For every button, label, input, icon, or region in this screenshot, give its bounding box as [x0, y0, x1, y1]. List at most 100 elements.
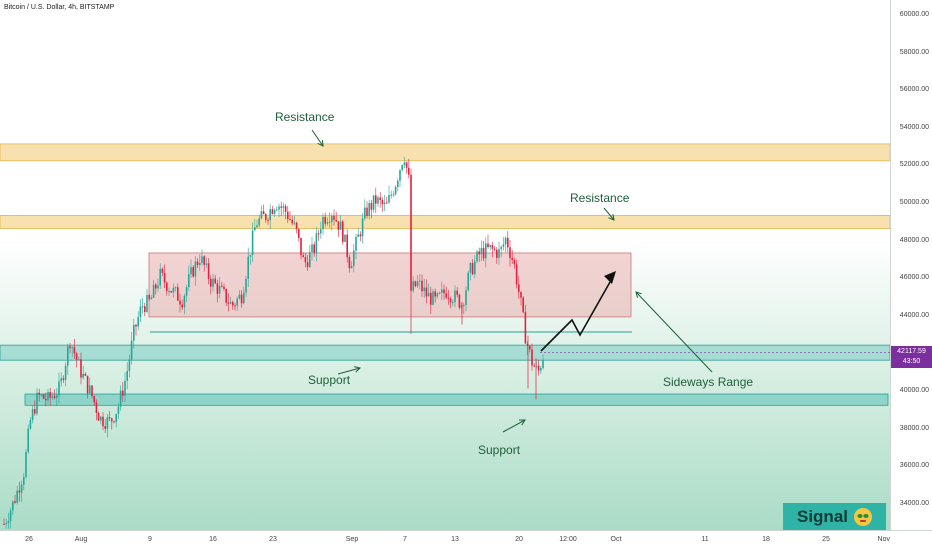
candle-body [427, 292, 430, 297]
candle-body [315, 233, 318, 254]
candle [284, 203, 287, 220]
candle-body [179, 300, 181, 305]
candle-body [478, 251, 480, 255]
candle [7, 512, 10, 529]
price-tick-label: 46000.00 [899, 274, 929, 282]
candle [25, 449, 27, 479]
candle [452, 299, 454, 307]
candle-body [135, 324, 137, 327]
candle [135, 324, 137, 336]
candle-body [14, 501, 16, 503]
candle [106, 414, 109, 438]
price-chart[interactable] [0, 0, 890, 530]
candle [537, 359, 540, 376]
candle [436, 292, 439, 299]
candle [416, 275, 419, 288]
candle [93, 395, 95, 406]
candle-body [137, 317, 139, 327]
time-axis[interactable]: 26 Aug 9 16 23 Sep 7 13 20 12:00 Oct 11 18 25 Nov [0, 530, 932, 551]
candle [269, 204, 271, 230]
candle-body [496, 249, 498, 258]
candle [478, 247, 480, 262]
candle-body [344, 234, 346, 242]
chart-plot-area[interactable]: Bitcoin / U.S. Dollar, 4h, BITSTAMP Resi… [0, 0, 890, 530]
candle-body [460, 305, 463, 308]
candle-body [295, 222, 298, 230]
candle [80, 352, 82, 385]
price-tick-label: 54000.00 [899, 123, 929, 131]
candle [342, 219, 344, 245]
candle-body [434, 291, 436, 297]
candle-body [269, 209, 271, 221]
candle-body [302, 255, 304, 258]
candle [3, 518, 5, 526]
candle-body [355, 236, 357, 251]
candle-body [58, 381, 60, 396]
candle-body [223, 286, 225, 290]
candle [337, 221, 340, 237]
candle-body [284, 206, 287, 212]
candle-body [86, 375, 89, 394]
candle [287, 206, 289, 224]
candle-body [152, 284, 155, 298]
candle [471, 259, 474, 276]
candle-body [240, 294, 243, 304]
candle [251, 222, 254, 262]
candle [379, 192, 381, 208]
candle-body [267, 219, 269, 221]
candle [60, 372, 62, 387]
candle [183, 293, 186, 315]
time-tick-label: 23 [269, 536, 277, 543]
candle [29, 417, 32, 431]
candle [542, 354, 544, 370]
signal-badge[interactable]: Signal [783, 503, 886, 530]
alien-face-icon [854, 507, 872, 526]
candle-body [542, 360, 544, 369]
candle [482, 241, 485, 262]
candle [522, 296, 524, 314]
candle-body [232, 301, 234, 306]
candle [480, 240, 483, 261]
candle-body [452, 302, 454, 304]
candle [291, 215, 293, 226]
candle [282, 202, 285, 215]
candle-body [82, 373, 84, 378]
candle-body [276, 209, 278, 211]
candle-body [416, 281, 419, 287]
candle [245, 275, 247, 297]
candle [430, 286, 432, 314]
candle [302, 252, 304, 258]
candle-body [278, 206, 280, 210]
candle [256, 219, 258, 228]
candle-body [34, 409, 36, 414]
candle-body [100, 416, 102, 421]
candle-body [210, 278, 212, 287]
candle-body [203, 256, 205, 265]
candle [262, 204, 265, 215]
candle [412, 276, 414, 293]
candle [62, 375, 65, 384]
candle [331, 213, 333, 231]
candle [335, 211, 337, 223]
candle-body [401, 165, 403, 171]
time-tick-label: Aug [74, 536, 88, 543]
candle [405, 161, 408, 174]
candle [487, 234, 489, 249]
candle-body [375, 195, 377, 204]
candle [14, 494, 16, 505]
candle-body [540, 368, 542, 371]
price-tick-label: 40000.00 [899, 387, 929, 395]
candle-body [207, 263, 210, 279]
candle [12, 500, 14, 516]
candle-body [245, 278, 247, 293]
candle-body [49, 391, 51, 398]
time-tick-label: 18 [762, 536, 770, 543]
price-axis[interactable]: 60000.00 58000.00 56000.00 54000.00 52000.00… [890, 0, 932, 530]
candle [359, 231, 362, 242]
candle [320, 221, 322, 239]
candle [377, 195, 379, 207]
candle-body [42, 394, 45, 399]
candle-body [45, 398, 47, 401]
candle [315, 226, 318, 262]
candle-body [56, 395, 58, 398]
